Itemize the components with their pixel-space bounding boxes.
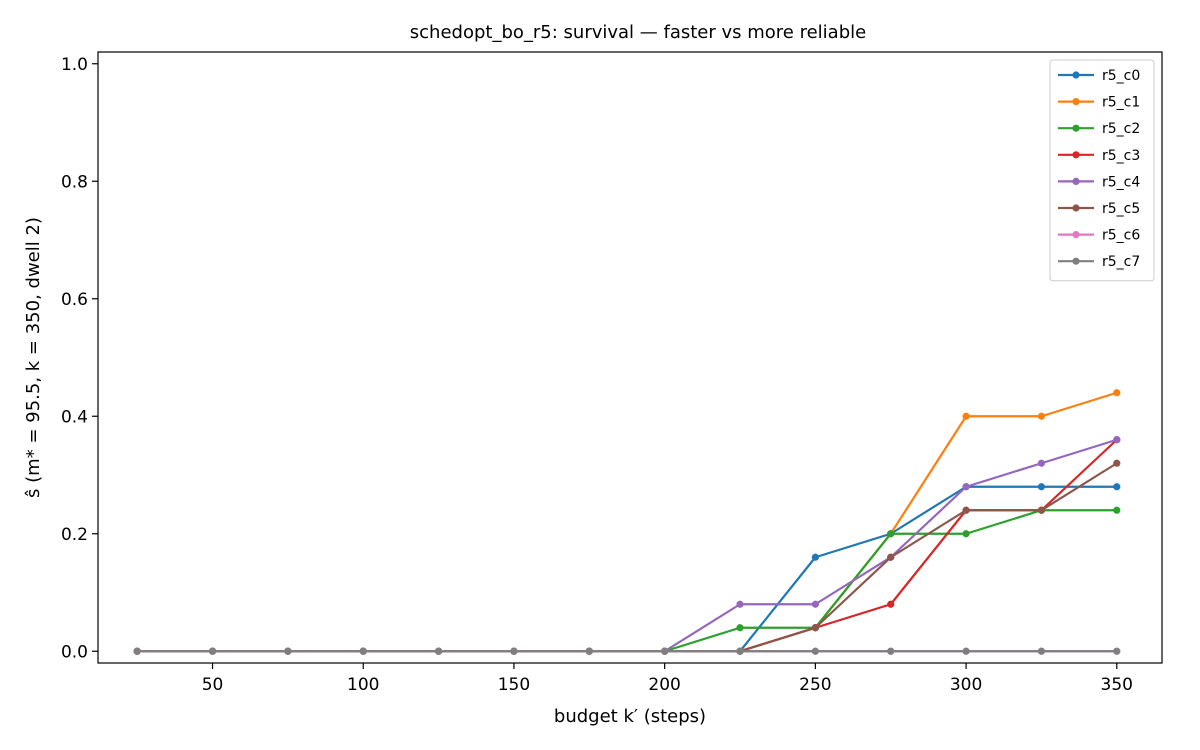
chart-title: schedopt_bo_r5: survival — faster vs mor… [410, 22, 866, 43]
data-point [1113, 647, 1121, 655]
data-point [1037, 647, 1046, 655]
legend-marker [1072, 71, 1080, 79]
x-tick-label: 250 [799, 675, 831, 695]
x-axis: 50 100 150 200 250 300 350 [202, 663, 1133, 695]
legend-marker [1072, 231, 1080, 239]
data-point [661, 647, 669, 655]
legend-label: r5_c0 [1102, 68, 1140, 84]
data-point [284, 647, 292, 655]
y-tick-label: 0.4 [61, 407, 88, 427]
y-tick-label: 0.0 [61, 642, 88, 662]
data-point [887, 530, 895, 538]
x-tick-label: 200 [648, 675, 680, 695]
data-point [1037, 459, 1046, 467]
legend-marker [1072, 124, 1080, 132]
legend-item: r5_c3 [1058, 148, 1140, 164]
legend-item: r5_c5 [1058, 201, 1140, 217]
data-point [811, 600, 819, 608]
data-point [133, 647, 141, 655]
data-point [887, 553, 895, 561]
x-tick-label: 50 [202, 675, 224, 695]
y-tick-label: 1.0 [61, 55, 88, 75]
legend-item: r5_c6 [1058, 228, 1140, 244]
data-point [585, 647, 593, 655]
data-point [1113, 436, 1121, 444]
data-point [510, 647, 518, 655]
data-point [736, 624, 744, 632]
data-point [1113, 459, 1121, 467]
y-tick-label: 0.2 [61, 525, 88, 545]
legend-item: r5_c0 [1058, 68, 1140, 84]
data-point [811, 553, 819, 561]
legend-marker [1072, 177, 1080, 185]
legend-label: r5_c1 [1102, 95, 1140, 111]
data-point [435, 647, 443, 655]
legend-marker [1072, 204, 1080, 212]
legend-item: r5_c7 [1058, 254, 1140, 270]
y-axis: 0.0 0.2 0.4 0.6 0.8 1.0 [61, 55, 98, 662]
y-tick-label: 0.6 [61, 290, 88, 310]
y-tick-label: 0.8 [61, 172, 88, 192]
data-point [1037, 506, 1046, 514]
data-point [887, 647, 895, 655]
data-point [811, 647, 819, 655]
data-point [962, 530, 970, 538]
legend-marker [1072, 151, 1080, 159]
legend-label: r5_c6 [1102, 228, 1140, 244]
data-point [208, 647, 217, 655]
series-layer [133, 389, 1121, 655]
data-point [811, 624, 819, 632]
data-point [1037, 412, 1046, 420]
legend: r5_c0 r5_c1 r5_c2 r5_c3 r5_c4 r5_c5 r5_c6 r5_c7 [1049, 59, 1155, 282]
data-point [1113, 389, 1121, 397]
x-tick-label: 100 [347, 675, 379, 695]
data-point [1113, 483, 1121, 491]
legend-item: r5_c4 [1058, 174, 1140, 190]
legend-label: r5_c4 [1102, 174, 1140, 190]
legend-box [1049, 59, 1155, 282]
legend-label: r5_c3 [1102, 148, 1140, 164]
data-point [962, 647, 970, 655]
legend-item: r5_c2 [1058, 121, 1140, 137]
axes-frame [97, 51, 1163, 664]
series-r5_c7 [133, 647, 1121, 655]
data-point [736, 647, 744, 655]
legend-item: r5_c1 [1058, 95, 1140, 111]
legend-marker [1072, 98, 1080, 106]
data-point [736, 600, 744, 608]
data-point [887, 600, 895, 608]
data-point [1037, 483, 1046, 491]
legend-label: r5_c7 [1102, 254, 1140, 270]
y-axis-label: ŝ (m* = 95.5, k = 350, dwell 2) [23, 217, 44, 498]
legend-label: r5_c2 [1102, 121, 1140, 137]
data-point [962, 412, 970, 420]
data-point [1113, 506, 1121, 514]
data-point [359, 647, 367, 655]
data-point [962, 483, 970, 491]
legend-label: r5_c5 [1102, 201, 1140, 217]
legend-marker [1072, 257, 1080, 265]
x-tick-label: 350 [1101, 675, 1133, 695]
data-point [962, 506, 970, 514]
x-tick-label: 300 [950, 675, 982, 695]
x-tick-label: 150 [498, 675, 530, 695]
x-axis-label: budget k′ (steps) [554, 706, 706, 727]
